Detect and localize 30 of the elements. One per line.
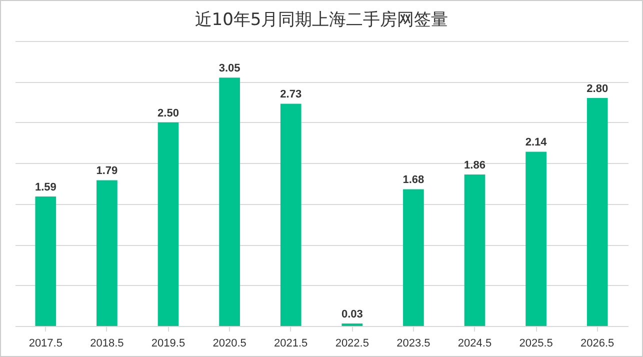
data-label: 2.50 <box>158 107 179 120</box>
x-tick-label: 2023.5 <box>396 338 430 350</box>
x-tick-label: 2025.5 <box>519 338 553 350</box>
bar <box>96 180 118 326</box>
data-label: 2.73 <box>280 88 302 101</box>
bar <box>403 189 424 326</box>
data-label: 3.05 <box>218 62 240 75</box>
data-label: 2.14 <box>525 136 548 149</box>
x-tick-label: 2019.5 <box>151 338 186 350</box>
bar <box>586 98 608 326</box>
bar <box>219 78 240 326</box>
bar <box>526 152 546 326</box>
x-tick-label: 2021.5 <box>274 338 308 350</box>
x-tick-label: 2024.5 <box>458 338 492 350</box>
x-tick-label: 2022.5 <box>335 338 369 350</box>
x-tick-label: 2017.5 <box>28 338 62 350</box>
data-label: 1.59 <box>34 182 56 194</box>
x-tick-label: 2026.5 <box>580 338 614 350</box>
bar <box>35 196 56 326</box>
data-label: 2.80 <box>586 83 608 95</box>
chart-title: 近10年5月同期上海二手房网签量 <box>194 10 448 30</box>
x-tick-label: 2018.5 <box>90 338 124 350</box>
data-label: 1.86 <box>464 160 486 172</box>
data-label: 0.03 <box>341 308 363 321</box>
bar <box>464 174 486 326</box>
bar <box>158 122 179 326</box>
data-label: 1.68 <box>402 174 424 186</box>
bar <box>280 104 302 326</box>
x-tick-label: 2020.5 <box>212 338 246 350</box>
data-label: 1.79 <box>96 165 118 178</box>
